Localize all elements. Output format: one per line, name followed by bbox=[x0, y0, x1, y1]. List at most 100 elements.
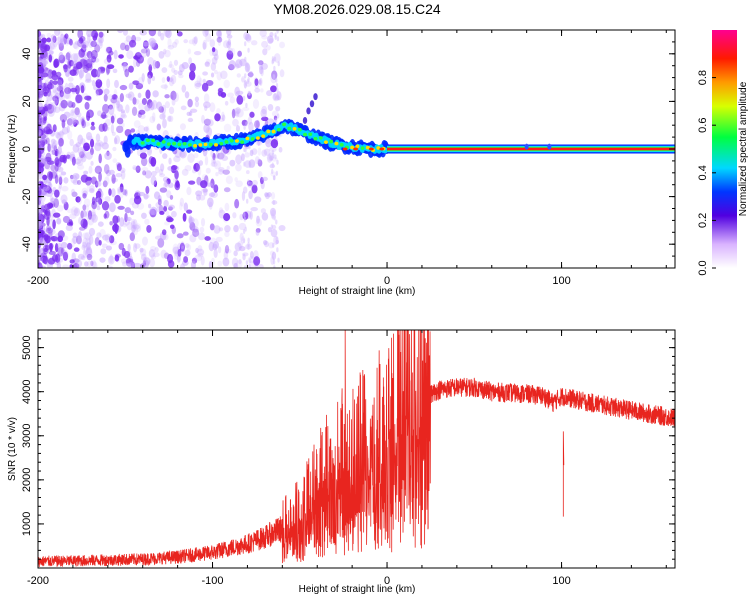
noise-speck bbox=[261, 116, 269, 122]
noise-speck bbox=[180, 263, 185, 268]
noise-speck bbox=[38, 128, 44, 137]
noise-speck bbox=[136, 148, 142, 156]
noise-speck bbox=[56, 204, 64, 212]
noise-speck bbox=[51, 254, 59, 262]
noise-speck bbox=[129, 197, 135, 206]
noise-speck bbox=[120, 258, 129, 264]
noise-speck bbox=[99, 257, 106, 263]
noise-speck bbox=[210, 149, 214, 158]
noise-speck bbox=[56, 79, 63, 87]
noise-speck bbox=[235, 180, 243, 188]
noise-speck bbox=[57, 242, 62, 249]
noise-speck bbox=[76, 235, 82, 245]
noise-speck bbox=[81, 244, 86, 251]
noise-speck bbox=[262, 176, 268, 182]
noise-speck bbox=[61, 119, 66, 129]
noise-speck bbox=[250, 207, 258, 212]
noise-speck bbox=[261, 40, 269, 48]
noise-speck bbox=[218, 166, 225, 172]
noise-speck bbox=[69, 111, 78, 121]
spectrogram-image bbox=[38, 30, 675, 268]
noise-speck bbox=[121, 247, 126, 257]
noise-speck bbox=[248, 264, 251, 268]
noise-speck bbox=[51, 144, 57, 149]
noise-speck bbox=[133, 55, 141, 60]
noise-speck bbox=[162, 182, 170, 189]
noise-speck bbox=[248, 121, 254, 132]
noise-speck bbox=[186, 111, 191, 116]
noise-speck bbox=[200, 180, 208, 189]
noise-speck bbox=[38, 220, 43, 229]
noise-speck bbox=[259, 30, 267, 37]
noise-speck bbox=[213, 160, 222, 170]
noise-speck bbox=[102, 103, 110, 114]
noise-speck bbox=[98, 171, 102, 182]
noise-speck bbox=[209, 223, 215, 231]
x-tick-label: 0 bbox=[384, 275, 390, 287]
noise-speck bbox=[163, 205, 168, 212]
noise-speck bbox=[101, 112, 107, 120]
y-tick-label: -20 bbox=[21, 189, 33, 205]
noise-speck bbox=[217, 152, 225, 160]
noise-speck bbox=[180, 241, 185, 250]
noise-speck bbox=[164, 179, 169, 188]
noise-speck bbox=[83, 142, 90, 152]
noise-speck bbox=[95, 180, 102, 187]
noise-speck bbox=[136, 51, 141, 57]
noise-speck bbox=[74, 173, 80, 180]
noise-speck bbox=[224, 202, 230, 212]
noise-speck bbox=[266, 90, 273, 97]
noise-speck bbox=[190, 260, 197, 268]
noise-speck bbox=[260, 208, 267, 214]
noise-speck bbox=[118, 54, 124, 59]
colorbar-tick-label: 0.4 bbox=[697, 165, 709, 180]
noise-speck bbox=[204, 105, 208, 111]
noise-speck bbox=[56, 85, 64, 92]
noise-speck bbox=[272, 74, 276, 80]
noise-speck bbox=[144, 104, 151, 112]
noise-speck bbox=[85, 210, 91, 220]
noise-speck bbox=[104, 151, 112, 160]
noise-speck bbox=[244, 152, 250, 158]
noise-speck bbox=[184, 243, 190, 249]
noise-speck bbox=[91, 196, 96, 206]
noise-speck bbox=[179, 197, 185, 207]
noise-speck bbox=[59, 37, 68, 45]
ridge-hot bbox=[342, 147, 348, 151]
noise-speck bbox=[155, 202, 161, 208]
noise-speck bbox=[129, 232, 135, 242]
noise-speck bbox=[90, 40, 98, 48]
noise-speck bbox=[87, 210, 93, 220]
noise-speck bbox=[65, 52, 71, 61]
noise-speck bbox=[251, 179, 258, 187]
noise-speck bbox=[76, 156, 84, 162]
y-tick-label: 4000 bbox=[21, 379, 33, 403]
noise-speck bbox=[109, 254, 114, 263]
noise-speck bbox=[112, 68, 118, 74]
noise-speck bbox=[186, 244, 192, 251]
noise-speck bbox=[244, 73, 247, 79]
noise-speck bbox=[229, 96, 236, 104]
ridge-core bbox=[198, 143, 203, 147]
noise-speck bbox=[86, 260, 93, 268]
noise-speck bbox=[258, 61, 264, 71]
noise-speck bbox=[187, 48, 192, 55]
noise-speck bbox=[257, 158, 261, 164]
noise-speck bbox=[236, 95, 244, 105]
noise-speck bbox=[48, 109, 55, 117]
noise-speck bbox=[168, 204, 176, 210]
noise-speck bbox=[58, 54, 66, 64]
noise-speck bbox=[208, 192, 216, 198]
ridge-core bbox=[208, 142, 213, 147]
noise-speck bbox=[73, 207, 81, 217]
noise-speck bbox=[150, 175, 157, 186]
noise-speck bbox=[60, 247, 65, 255]
noise-speck bbox=[244, 56, 247, 62]
noise-speck bbox=[160, 84, 168, 89]
noise-speck bbox=[205, 80, 214, 87]
noise-speck bbox=[242, 252, 249, 257]
noise-speck bbox=[113, 137, 118, 145]
snr-axes: -200 -100 0 100 1000 2000 3000 4000 5000 bbox=[21, 329, 675, 587]
noise-speck bbox=[166, 215, 173, 222]
